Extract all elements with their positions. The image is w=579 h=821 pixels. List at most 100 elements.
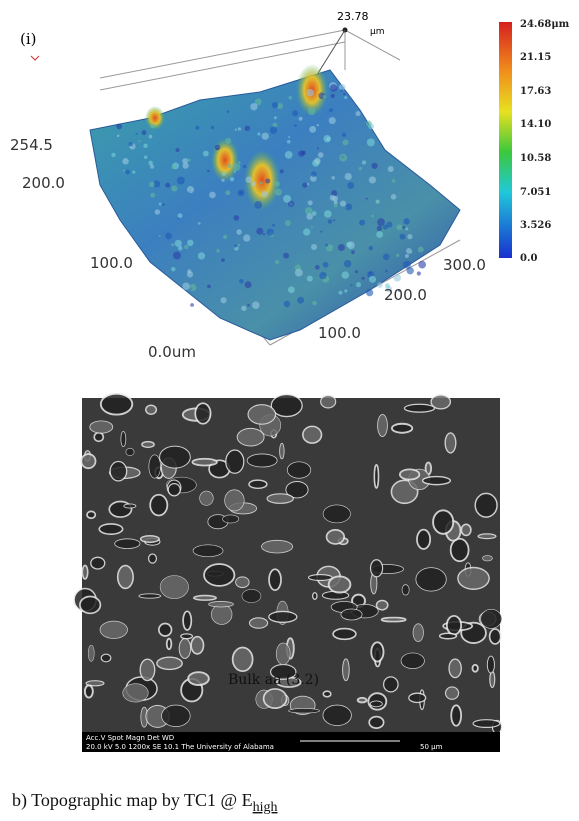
texture-dot xyxy=(261,191,268,198)
sem-feature xyxy=(223,515,239,523)
texture-dot xyxy=(311,171,317,177)
sem-feature xyxy=(188,672,209,685)
texture-dot xyxy=(325,244,328,247)
sem-feature xyxy=(370,701,382,707)
colorbar-label: 24.68μm xyxy=(520,19,570,30)
texture-dot xyxy=(256,228,263,235)
texture-dot xyxy=(270,126,278,134)
texture-dot xyxy=(111,153,115,157)
sem-feature xyxy=(343,659,350,681)
texture-dot xyxy=(187,240,193,246)
texture-dot xyxy=(222,172,226,176)
sem-feature xyxy=(249,480,267,488)
texture-dot xyxy=(295,269,303,277)
sem-feature xyxy=(233,648,253,672)
texture-dot xyxy=(394,274,401,281)
texture-dot xyxy=(323,95,327,99)
texture-dot xyxy=(418,246,424,252)
texture-dot xyxy=(123,169,125,171)
sem-feature xyxy=(183,611,191,630)
sem-feature xyxy=(247,454,277,467)
texture-dot xyxy=(250,103,257,110)
axis-label: 200.0 xyxy=(22,174,65,192)
sem-feature xyxy=(248,405,276,425)
texture-dot xyxy=(385,270,388,273)
texture-dot xyxy=(225,138,231,144)
texture-dot xyxy=(371,215,374,218)
sem-feature xyxy=(149,455,161,478)
sem-feature xyxy=(167,639,172,650)
texture-dot xyxy=(309,126,316,133)
texture-dot xyxy=(272,224,275,227)
texture-dot xyxy=(203,151,209,157)
sem-feature xyxy=(200,491,214,505)
sem-feature xyxy=(392,424,412,433)
texture-dot xyxy=(407,234,412,239)
texture-dot xyxy=(284,301,290,307)
texture-dot xyxy=(257,132,260,135)
texture-dot xyxy=(171,165,176,170)
texture-dot xyxy=(171,185,177,191)
texture-dot xyxy=(198,222,201,225)
texture-dot xyxy=(285,220,291,226)
sem-feature xyxy=(423,477,451,485)
texture-dot xyxy=(377,282,382,287)
texture-dot xyxy=(388,166,394,172)
sem-feature xyxy=(478,534,496,539)
sem-feature xyxy=(139,594,161,598)
texture-dot xyxy=(307,89,314,96)
sem-feature xyxy=(225,490,245,511)
sem-feature xyxy=(303,426,322,443)
texture-dot xyxy=(329,108,333,112)
sem-feature xyxy=(269,611,297,622)
sem-feature xyxy=(81,454,95,468)
texture-dot xyxy=(239,279,243,283)
sem-feature xyxy=(276,643,290,665)
texture-dot xyxy=(187,269,191,273)
texture-dot xyxy=(391,194,397,200)
texture-dot xyxy=(216,148,218,150)
texture-dot xyxy=(138,140,140,142)
texture-dot xyxy=(345,173,352,180)
sem-feature xyxy=(192,459,217,466)
texture-dot xyxy=(307,276,313,282)
colorbar xyxy=(499,22,512,258)
sem-feature xyxy=(402,585,409,595)
sem-feature xyxy=(91,557,105,569)
sem-feature xyxy=(384,677,398,692)
texture-dot xyxy=(311,226,313,228)
texture-dot xyxy=(340,201,346,207)
texture-dot xyxy=(152,125,155,128)
sem-feature xyxy=(209,601,234,607)
sem-feature xyxy=(329,576,351,592)
sem-feature xyxy=(142,442,154,448)
texture-dot xyxy=(331,176,334,179)
axis-label: 0.0um xyxy=(148,343,196,361)
texture-dot xyxy=(159,235,161,237)
texture-dot xyxy=(344,289,347,292)
texture-dot xyxy=(238,244,240,246)
texture-dot xyxy=(315,265,320,270)
texture-dot xyxy=(403,261,411,269)
texture-dot xyxy=(238,127,241,130)
sem-feature xyxy=(400,469,419,479)
texture-dot xyxy=(301,151,306,156)
texture-dot xyxy=(225,190,230,195)
texture-dot xyxy=(371,163,377,169)
sem-feature xyxy=(280,443,285,459)
texture-dot xyxy=(303,228,310,235)
sem-databar-header: Acc.V Spot Magn Det WD xyxy=(86,734,174,742)
texture-dot xyxy=(288,136,290,138)
texture-dot xyxy=(350,284,352,286)
texture-dot xyxy=(211,126,214,129)
sem-feature xyxy=(413,624,423,642)
sem-feature xyxy=(85,685,93,697)
colorbar-label: 21.15 xyxy=(520,52,551,63)
texture-dot xyxy=(265,179,270,184)
texture-dot xyxy=(236,229,241,234)
sem-feature xyxy=(157,657,182,669)
texture-dot xyxy=(338,244,345,251)
sem-feature xyxy=(371,642,383,661)
sem-feature xyxy=(261,540,292,553)
